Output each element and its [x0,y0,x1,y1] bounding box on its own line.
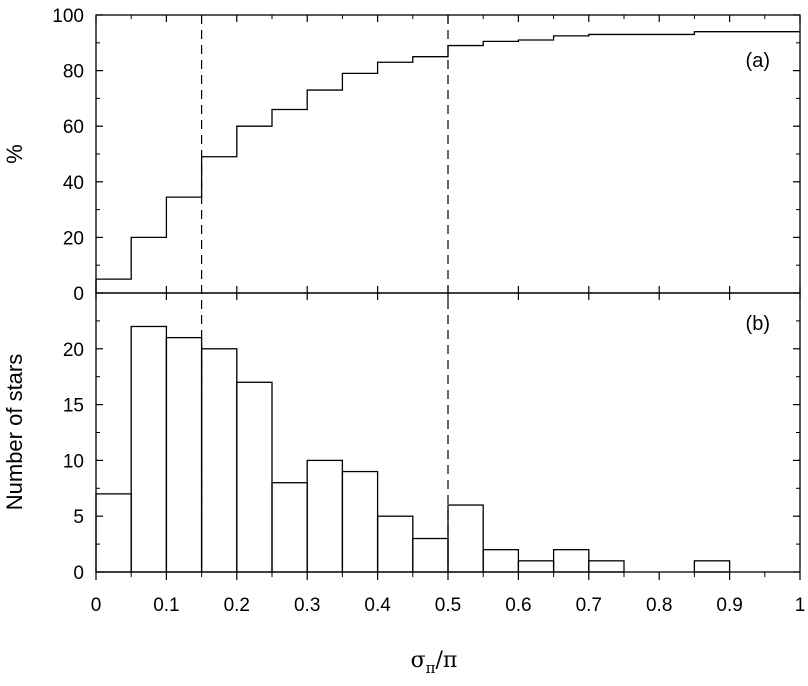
x-tick-label: 0.9 [716,595,742,616]
panel-a-y-tick-label: 40 [63,173,84,194]
panel-b-y-tick-label: 10 [63,451,84,472]
x-tick-label: 0.8 [646,595,672,616]
histogram-bar [412,537,449,573]
panel-a-y-tick-label: 100 [52,6,84,27]
panel-a-y-tick-label: 0 [73,284,84,305]
x-tick-label: 0.7 [576,595,602,616]
panel-b-histogram: 0 5 10 15 20 [63,292,801,584]
x-tick-label: 0.5 [435,595,461,616]
x-axis-title: σπ/π [411,648,458,677]
histogram-bar [95,493,132,573]
x-tick-label: 0.1 [153,595,179,616]
histogram-bar [552,549,590,573]
histogram-bar [271,482,308,573]
histogram-bar [130,325,168,573]
panel-b-y-tick-label: 0 [73,563,84,584]
x-tick-label: 0.2 [224,595,250,616]
panel-a-y-axis-title: % [2,144,27,164]
panel-a-y-tick-label: 20 [63,228,84,249]
histogram-bar [376,515,414,573]
histogram-bar [588,560,625,573]
x-tick-label: 0.6 [505,595,531,616]
histogram-bar [517,560,555,573]
histogram-bar [447,504,484,573]
cumulative-step-line [95,31,800,293]
panel-b-y-tick-label: 20 [63,340,84,361]
x-tick-label: 0 [91,595,102,616]
histogram-bar [165,336,203,573]
panel-b-y-tick-label: 15 [63,396,84,417]
panel-b-y-tick-label: 5 [73,507,84,528]
histogram-bar [200,348,238,573]
x-tick-label: 0.4 [364,595,391,616]
x-axis-title-subscript: π [426,659,436,677]
x-tick-label: 0.3 [294,595,320,616]
x-tick-label: 1 [795,595,806,616]
panel-b-label: (b) [746,313,770,335]
histogram-bar [482,549,520,573]
panel-a-y-tick-label: 60 [63,117,84,138]
x-axis-title-sigma: σ [411,648,426,673]
histogram-bar [341,470,379,573]
panel-b-y-axis-title: Number of stars [2,354,27,511]
panel-a-cumulative: 0 20 40 60 80 100 [52,6,801,572]
x-axis-title-tail: /π [436,648,458,673]
histogram-bar [693,560,731,573]
panel-a-label: (a) [746,50,770,72]
panel-a-y-tick-label: 80 [63,62,84,83]
x-axis: 0 0.1 0.2 0.3 0.4 0.5 0.6 0.7 0.8 0.9 1 [91,15,806,616]
histogram-bar [236,381,273,573]
histogram-bar [306,459,344,573]
